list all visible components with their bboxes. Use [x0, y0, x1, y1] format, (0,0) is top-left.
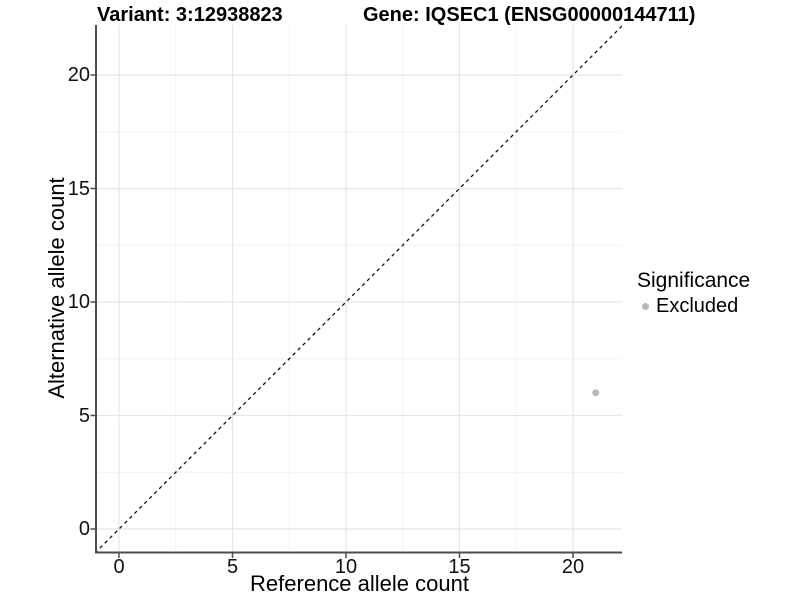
x-tick-label: 10 — [334, 556, 358, 578]
x-axis-title: Reference allele count — [250, 571, 469, 596]
y-tick-label: 5 — [78, 404, 90, 427]
legend-title: Significance — [637, 269, 751, 292]
y-tick-label: 10 — [67, 291, 90, 313]
y-tick-label: 15 — [67, 177, 90, 200]
legend-point-icon — [642, 302, 649, 310]
data-point — [592, 389, 600, 397]
x-tick-label: 5 — [226, 556, 239, 578]
y-axis-title: Alternative allele count — [44, 177, 69, 399]
identity-dashed-line — [97, 25, 622, 552]
variant-title: Variant: 3:12938823 — [97, 4, 283, 26]
legend-item: Excluded — [637, 295, 750, 317]
y-tick-label: 0 — [78, 518, 90, 540]
legend-item-label: Excluded — [656, 295, 739, 317]
gene-title: Gene: IQSEC1 (ENSG00000144711) — [363, 4, 696, 26]
x-tick-label: 20 — [561, 556, 585, 578]
legend-items: Excluded — [637, 295, 750, 317]
y-tick-label: 20 — [67, 64, 90, 86]
x-tick-label: 15 — [448, 556, 471, 578]
x-tick-label: 0 — [113, 556, 125, 578]
legend: Significance Excluded — [637, 269, 750, 317]
